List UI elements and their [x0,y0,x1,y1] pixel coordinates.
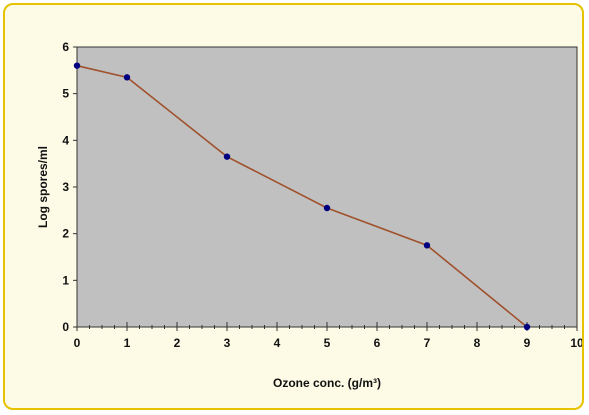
x-tick-label: 1 [124,336,131,350]
y-tick-label: 0 [62,320,69,334]
y-tick-label: 2 [62,227,69,241]
x-tick-label: 10 [570,336,582,350]
x-axis-ticks: 0 1 2 3 4 5 6 7 8 9 10 [74,322,582,350]
y-axis-title: Log spores/ml [36,146,50,228]
x-tick-label: 9 [524,336,531,350]
series-line [76,64,528,328]
x-tick-label: 6 [374,336,381,350]
data-points [73,62,531,331]
x-tick-label: 8 [474,336,481,350]
data-point [323,204,331,212]
y-tick-label: 3 [62,180,69,194]
y-tick-label: 6 [62,40,69,54]
plot-area [76,46,578,328]
y-tick-label: 1 [62,273,69,287]
data-point [123,74,131,81]
x-tick-label: 3 [224,336,231,350]
y-axis-ticks: 0 1 2 3 4 5 6 [62,40,77,334]
x-tick-label: 7 [424,336,431,350]
x-tick-label: 2 [174,336,181,350]
y-tick-label: 4 [62,133,69,147]
x-axis-title: Ozone conc. (g/m³) [273,376,381,390]
y-tick-label: 5 [62,87,69,101]
x-tick-label: 5 [324,336,331,350]
data-point [223,153,231,160]
x-tick-label: 4 [274,336,281,350]
data-point [423,242,431,249]
x-tick-label: 0 [74,336,81,350]
data-point [523,323,531,331]
data-point [73,62,81,69]
